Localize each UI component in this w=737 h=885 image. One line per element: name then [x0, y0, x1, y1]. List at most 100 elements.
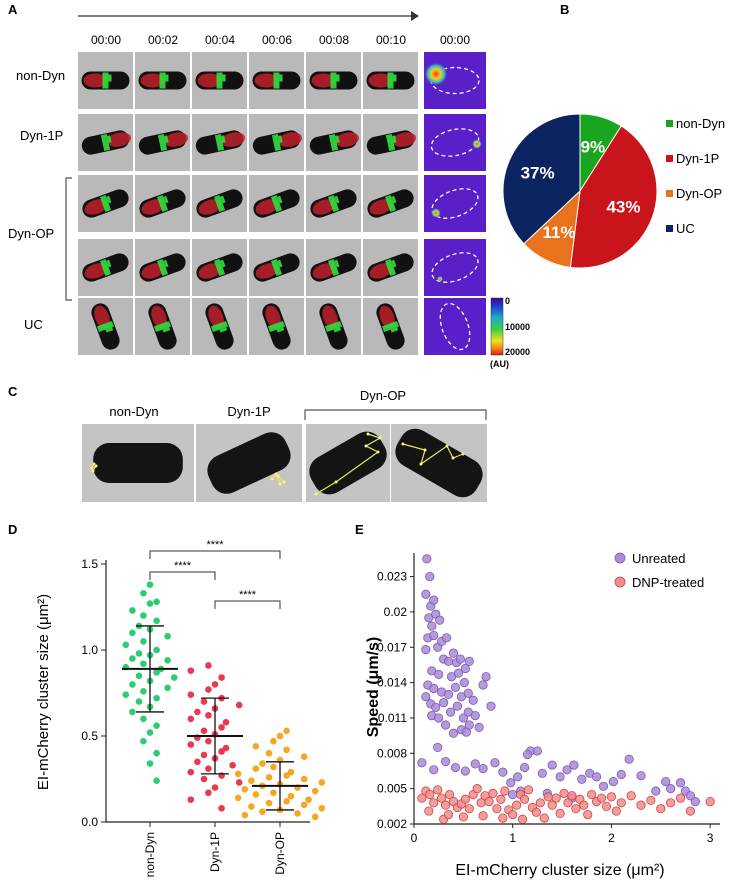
y-tick-label: 1.5 [81, 557, 98, 571]
panel-label-a: A [8, 2, 18, 17]
red-fluorescence [369, 263, 393, 279]
trajectory-point [401, 442, 405, 446]
data-point [445, 707, 456, 717]
data-point [661, 776, 671, 787]
data-point [153, 722, 160, 729]
bacterial-cell [310, 189, 357, 218]
data-point [601, 801, 612, 811]
data-point [455, 654, 465, 664]
green-fluorescence [384, 258, 397, 277]
data-point [443, 656, 454, 667]
bacterial-cell [319, 303, 348, 350]
data-point [517, 814, 528, 824]
green-fluorescence [271, 134, 282, 151]
red-fluorescence [198, 199, 222, 215]
green-fluorescence [153, 320, 172, 333]
data-point [427, 621, 437, 631]
timepoint-labels: 00:00 00:02 00:04 00:06 00:08 00:10 00:0… [91, 33, 470, 47]
data-point [417, 793, 427, 803]
data-point [562, 765, 572, 775]
trajectory-point [274, 472, 278, 476]
data-point [611, 806, 621, 816]
data-point [129, 708, 136, 716]
data-point [567, 791, 577, 801]
red-fluorescence [265, 305, 281, 329]
trajectory-point [91, 469, 95, 473]
microscopy-tile [135, 114, 190, 171]
trajectory-line [315, 433, 382, 495]
green-fluorescence [277, 195, 283, 204]
data-point [535, 798, 545, 808]
data-point [164, 632, 171, 640]
green-fluorescence [333, 327, 342, 333]
legend-swatch [666, 120, 673, 127]
bacterial-cell [366, 71, 415, 90]
data-point [153, 694, 160, 702]
data-point [666, 798, 676, 808]
data-point [440, 720, 451, 730]
cluster-size-chart: 0.0 0.5 1.0 1.5 non-Dyn Dyn-1P Dyn-OP **** **** *… [81, 539, 326, 877]
green-fluorescence [213, 194, 226, 213]
x-tick-label: Dyn-1P [208, 832, 222, 872]
green-fluorescence [108, 74, 112, 82]
data-point [318, 804, 326, 812]
data-point [140, 737, 147, 745]
data-point [187, 667, 195, 674]
data-point [460, 663, 470, 674]
microscopy-tile [192, 114, 247, 171]
tracking-tile [306, 424, 390, 502]
legend-marker [614, 552, 626, 564]
trajectory-point [364, 444, 368, 448]
data-point [153, 777, 160, 785]
data-point [559, 788, 569, 798]
y-tick-label: 0.0 [81, 815, 98, 829]
red-fluorescence [255, 199, 279, 215]
legend-swatch [666, 190, 673, 197]
data-point [616, 769, 626, 780]
microscopy-tile [78, 298, 133, 355]
data-point [460, 766, 470, 776]
green-fluorescence [107, 135, 112, 143]
data-point [311, 813, 319, 821]
bacterial-cell [81, 130, 132, 155]
row-label-dyn-1p: Dyn-1P [20, 128, 63, 143]
microscopy-tile [306, 298, 361, 355]
data-point [211, 784, 219, 791]
data-point [135, 672, 143, 680]
data-point [300, 801, 308, 809]
red-fluorescence [311, 73, 336, 88]
data-point [421, 692, 431, 702]
data-point [187, 741, 195, 748]
data-point [429, 683, 439, 694]
y-tick-label: 0.023 [377, 570, 407, 584]
data-point [421, 589, 431, 599]
row-label-uc: UC [24, 317, 43, 332]
data-point [205, 686, 212, 693]
tracking-tile [82, 424, 194, 502]
green-fluorescence [393, 74, 397, 82]
x-tick-label: Dyn-OP [273, 832, 287, 875]
bacterial-cell [148, 303, 177, 350]
cell-body [395, 428, 483, 498]
microscopy-tile [306, 175, 361, 232]
trajectory-point [92, 462, 96, 466]
data-point [551, 793, 561, 803]
data-point [234, 794, 242, 802]
e-x-axis-label: EI-mCherry cluster size (μm²) [455, 862, 664, 879]
microscopy-tile [363, 175, 418, 232]
green-fluorescence [387, 72, 394, 89]
bacterial-cell [262, 303, 291, 350]
data-point [547, 760, 557, 770]
green-fluorescence [219, 327, 228, 333]
colorbar-unit: (AU) [490, 359, 509, 369]
green-fluorescence [384, 194, 397, 213]
data-point [129, 629, 136, 637]
cell-body [207, 432, 291, 494]
legend-label: Dyn-OP [676, 186, 722, 201]
data-point [453, 668, 464, 678]
red-fluorescence [335, 132, 360, 147]
trajectory-point [445, 444, 449, 448]
significance-bracket [149, 571, 216, 580]
green-fluorescence [221, 135, 226, 143]
